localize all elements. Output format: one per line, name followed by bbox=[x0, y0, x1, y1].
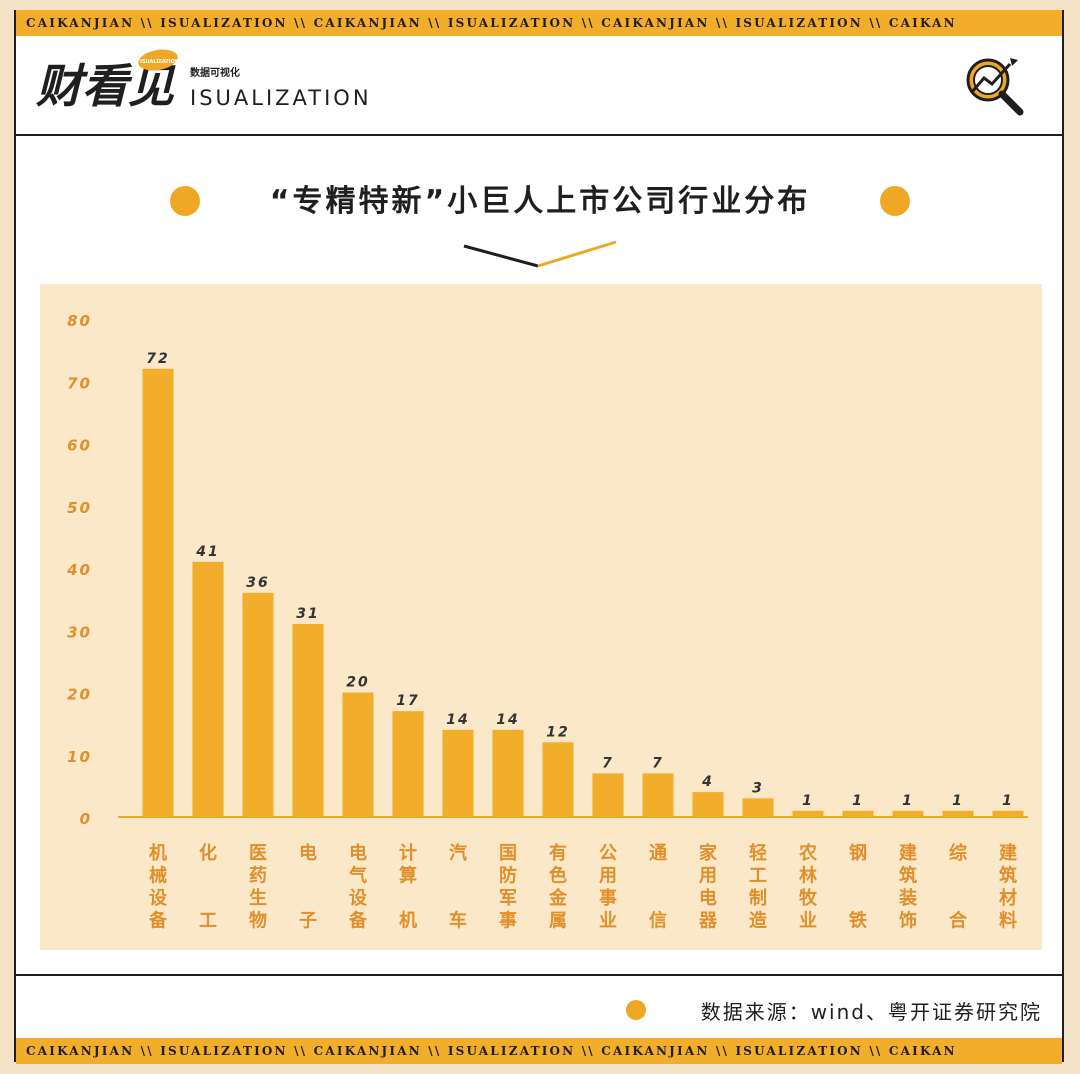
bar-value-label: 17 bbox=[396, 693, 419, 709]
y-tick-label: 40 bbox=[66, 561, 92, 579]
data-source: 数据来源：wind、粤开证券研究院 bbox=[700, 1000, 1042, 1024]
y-tick-label: 20 bbox=[67, 686, 92, 704]
chart-magnifier-icon bbox=[966, 58, 1024, 116]
bar bbox=[742, 798, 774, 817]
x-tick-label: 建筑材料 bbox=[999, 842, 1017, 932]
bar bbox=[542, 742, 574, 817]
bar bbox=[692, 792, 724, 817]
bar bbox=[292, 624, 324, 817]
y-tick-label: 50 bbox=[67, 499, 92, 517]
chart-title: “专精特新”小巨人上市公司行业分布 bbox=[269, 184, 811, 219]
x-tick-label: 有色金属 bbox=[548, 842, 568, 932]
x-tick-label: 建筑装饰 bbox=[899, 842, 917, 932]
y-tick-label: 60 bbox=[67, 437, 92, 455]
top-pattern-band: CAIKANJIAN \\ ISUALIZATION \\ CAIKANJIAN… bbox=[16, 10, 1062, 36]
bar-value-label: 14 bbox=[446, 712, 469, 728]
bar bbox=[142, 368, 174, 817]
header-divider bbox=[16, 134, 1062, 136]
bar bbox=[992, 810, 1024, 817]
bar-value-label: 14 bbox=[496, 712, 519, 728]
x-tick-label: 国防军事 bbox=[499, 843, 517, 932]
x-tick-label: 轻工制造 bbox=[749, 842, 767, 932]
bar bbox=[642, 773, 674, 817]
x-tick-label: 综合 bbox=[949, 842, 968, 932]
brand-wordmark: ISUALIZATION bbox=[190, 86, 372, 110]
bar-value-label: 1 bbox=[902, 793, 914, 809]
bar-value-label: 20 bbox=[346, 675, 369, 691]
bar-value-label: 31 bbox=[296, 606, 319, 622]
x-tick-label: 家用电器 bbox=[698, 842, 718, 932]
bar bbox=[892, 810, 924, 817]
bar bbox=[792, 810, 824, 817]
bar-value-label: 4 bbox=[701, 774, 714, 790]
y-tick-label: 70 bbox=[67, 374, 92, 392]
y-tick-label: 30 bbox=[67, 623, 92, 641]
title-right-dot bbox=[880, 186, 910, 216]
bar-value-label: 3 bbox=[752, 780, 764, 796]
brand-subtitle: 数据可视化 bbox=[190, 68, 240, 79]
bar bbox=[942, 810, 974, 817]
brand-logo: 财看见 ISUALIZATION bbox=[36, 49, 179, 113]
y-tick-label: 80 bbox=[67, 312, 92, 330]
bar bbox=[592, 773, 624, 817]
y-tick-label: 10 bbox=[67, 748, 92, 766]
bar-value-label: 1 bbox=[852, 793, 864, 809]
x-tick-label: 农林牧业 bbox=[798, 842, 818, 932]
x-tick-label: 化工 bbox=[199, 842, 217, 932]
footer-divider bbox=[16, 974, 1062, 976]
bottom-pattern-band: CAIKANJIAN \\ ISUALIZATION \\ CAIKANJIAN… bbox=[16, 1038, 1062, 1064]
y-tick-label: 0 bbox=[80, 810, 92, 828]
bar bbox=[442, 729, 474, 817]
bar-value-label: 1 bbox=[1002, 793, 1014, 809]
title-left-dot bbox=[170, 186, 200, 216]
bar-value-label: 36 bbox=[246, 575, 269, 591]
bar-value-label: 41 bbox=[195, 544, 219, 560]
x-tick-label: 钢铁 bbox=[849, 842, 867, 932]
bar bbox=[392, 711, 424, 817]
bar bbox=[192, 561, 224, 817]
bar bbox=[842, 810, 874, 817]
title-underline-decoration bbox=[463, 240, 617, 268]
brand-logo-badge: ISUALIZATION bbox=[140, 59, 179, 65]
bar bbox=[342, 692, 374, 817]
bar bbox=[242, 592, 274, 817]
x-tick-label: 电子 bbox=[299, 842, 317, 932]
x-tick-label: 通信 bbox=[649, 843, 667, 932]
bar bbox=[492, 729, 524, 817]
bar-chart: 0102030405060708072机械设备41化工36医药生物31电子20电… bbox=[66, 312, 1028, 932]
x-tick-label: 计算机 bbox=[399, 842, 417, 932]
x-tick-label: 机械设备 bbox=[148, 843, 168, 932]
x-tick-label: 电气设备 bbox=[348, 842, 368, 932]
x-tick-label: 汽车 bbox=[449, 842, 467, 932]
x-tick-label: 医药生物 bbox=[249, 843, 267, 932]
x-tick-label: 公用事业 bbox=[599, 843, 617, 932]
bar-value-label: 1 bbox=[802, 793, 814, 809]
bar-value-label: 7 bbox=[602, 755, 614, 771]
bar-value-label: 7 bbox=[652, 755, 664, 771]
bar-value-label: 72 bbox=[146, 351, 169, 367]
bar-value-label: 12 bbox=[546, 724, 569, 740]
bar-value-label: 1 bbox=[952, 793, 964, 809]
source-dot bbox=[626, 1000, 646, 1020]
